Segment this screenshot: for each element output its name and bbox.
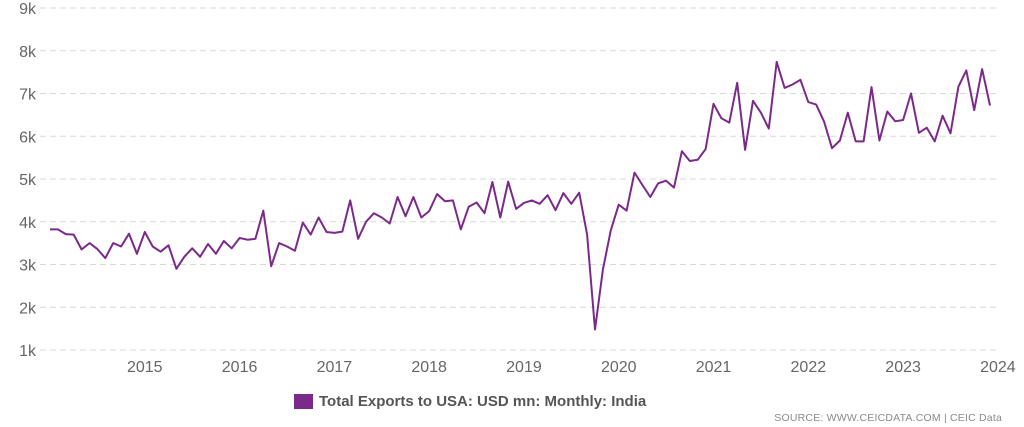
x-tick-label: 2015 [127,359,163,376]
x-tick-label: 2016 [222,359,258,376]
y-tick-label: 3k [19,258,37,275]
y-axis: 1k 2k 3k 4k 5k 6k 7k 8k 9k [19,1,37,360]
x-tick-label: 2020 [601,359,637,376]
x-tick-label: 2019 [506,359,542,376]
x-tick-label: 2018 [411,359,447,376]
legend-swatch [294,394,313,409]
x-tick-label: 2022 [791,359,827,376]
x-tick-label: 2017 [317,359,353,376]
y-tick-label: 4k [19,215,37,232]
x-tick-label: 2024 [980,359,1016,376]
gridlines [40,7,1000,351]
y-tick-label: 5k [19,172,37,189]
y-tick-label: 2k [19,300,37,317]
x-tick-label: 2021 [696,359,732,376]
x-tick-label: 2023 [885,359,921,376]
legend[interactable]: Total Exports to USA: USD mn: Monthly: I… [294,393,646,410]
y-tick-label: 9k [19,1,37,18]
x-axis: 2015 2016 2017 2018 2019 2020 2021 2022 2023 2024 [127,359,1016,376]
y-tick-label: 8k [19,44,37,61]
plot-area [50,60,991,331]
y-tick-label: 6k [19,129,37,146]
y-tick-label: 7k [19,87,37,104]
legend-label: Total Exports to USA: USD mn: Monthly: I… [319,393,647,410]
source-note: SOURCE: WWW.CEICDATA.COM | CEIC Data [774,412,1002,424]
series-line [50,60,991,331]
y-tick-label: 1k [19,343,37,360]
